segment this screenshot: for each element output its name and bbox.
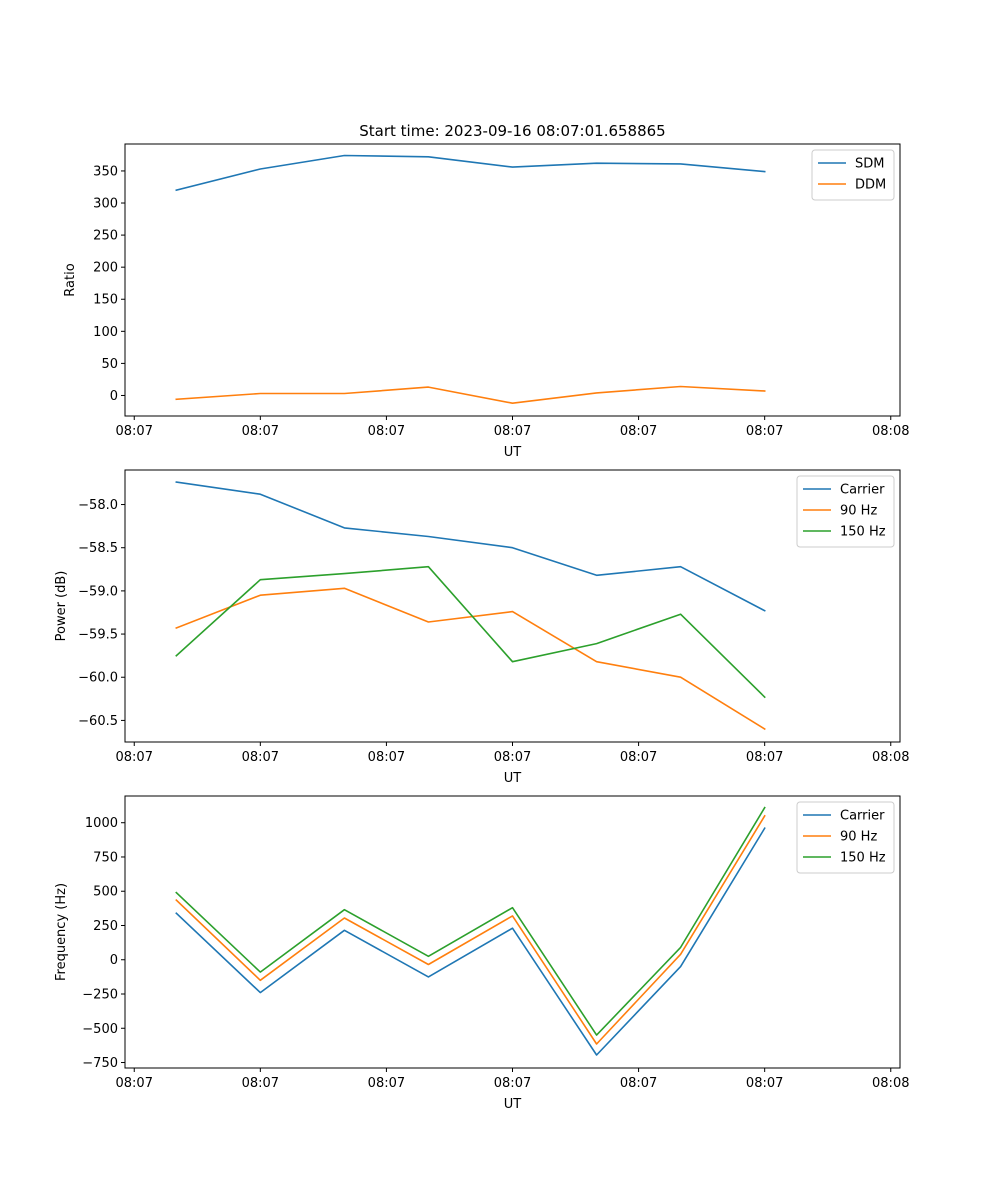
ratio-chart: 08:07 08:07 08:07 08:07 08:07 08:07 08:08 0 50 10… <box>63 143 909 460</box>
power-series-carrier <box>175 481 766 612</box>
frequency-x-axis-label: UT <box>504 1097 522 1112</box>
power-series-150-hz <box>175 565 766 699</box>
frequency-legend-label: Carrier <box>840 809 885 824</box>
frequency-legend-box <box>796 801 895 874</box>
ratio-y-tick-label: 200 <box>93 261 118 276</box>
frequency-y-tick-label: 1000 <box>85 816 118 831</box>
power-x-tick-label: 08:07 <box>368 750 405 765</box>
frequency-chart: 08:07 08:07 08:07 08:07 08:07 08:07 08:08 −750 −… <box>54 795 909 1112</box>
frequency-y-axis-label: Frequency (Hz) <box>54 883 69 981</box>
frequency-y-tick-label: −250 <box>82 988 118 1003</box>
power-x-tick-label: 08:07 <box>116 750 153 765</box>
power-series-90-hz <box>175 587 766 731</box>
ratio-legend-label: DDM <box>855 178 886 193</box>
frequency-y-tick-label: −500 <box>82 1022 118 1037</box>
power-x-tick-label: 08:07 <box>620 750 657 765</box>
chart-title: Start time: 2023-09-16 08:07:01.658865 <box>359 122 665 140</box>
power-y-tick-label: −59.0 <box>78 584 118 599</box>
ratio-x-tick-label: 08:07 <box>746 424 783 439</box>
frequency-plot-frame <box>124 795 901 1069</box>
power-plot-frame <box>124 469 901 743</box>
frequency-y-tick-label: 750 <box>93 850 118 865</box>
ratio-x-tick-label: 08:07 <box>494 424 531 439</box>
power-y-tick-label: −60.5 <box>78 714 118 729</box>
power-x-tick-label: 08:07 <box>494 750 531 765</box>
ratio-y-tick-label: 300 <box>93 197 118 212</box>
power-chart: 08:07 08:07 08:07 08:07 08:07 08:07 08:08 −60.5… <box>54 469 909 786</box>
frequency-series-carrier <box>175 827 766 1056</box>
power-x-axis-label: UT <box>504 771 522 786</box>
ratio-y-tick-label: 250 <box>93 229 118 244</box>
frequency-series-150-hz <box>175 806 766 1036</box>
power-x-tick-label: 08:08 <box>872 750 909 765</box>
frequency-x-tick-label: 08:07 <box>368 1076 405 1091</box>
power-legend: Carrier 90 Hz 150 Hz <box>796 475 895 548</box>
frequency-y-tick-label: 0 <box>110 953 118 968</box>
ratio-x-tick-label: 08:07 <box>116 424 153 439</box>
frequency-x-tick-label: 08:07 <box>494 1076 531 1091</box>
power-y-tick-label: −59.5 <box>78 628 118 643</box>
frequency-legend-label: 90 Hz <box>840 830 877 845</box>
frequency-series-90-hz <box>175 814 766 1045</box>
ratio-x-axis-label: UT <box>504 445 522 460</box>
ratio-y-tick-label: 0 <box>110 389 118 404</box>
ratio-legend: SDM DDM <box>811 149 895 201</box>
frequency-x-tick-label: 08:07 <box>116 1076 153 1091</box>
frequency-x-tick-label: 08:07 <box>746 1076 783 1091</box>
frequency-x-tick-label: 08:08 <box>872 1076 909 1091</box>
power-y-tick-label: −58.0 <box>78 498 118 513</box>
ratio-x-tick-label: 08:07 <box>368 424 405 439</box>
power-y-tick-label: −58.5 <box>78 541 118 556</box>
ratio-y-tick-label: 150 <box>93 293 118 308</box>
frequency-y-tick-label: 250 <box>93 919 118 934</box>
frequency-legend-label: 150 Hz <box>840 851 886 866</box>
ratio-x-tick-label: 08:07 <box>620 424 657 439</box>
power-x-tick-label: 08:07 <box>242 750 279 765</box>
power-legend-label: Carrier <box>840 483 885 498</box>
ratio-plot-frame <box>124 143 901 417</box>
ratio-x-tick-label: 08:08 <box>872 424 909 439</box>
power-y-tick-label: −60.0 <box>78 671 118 686</box>
power-y-axis-label: Power (dB) <box>54 571 69 642</box>
frequency-x-tick-label: 08:07 <box>620 1076 657 1091</box>
frequency-legend: Carrier 90 Hz 150 Hz <box>796 801 895 874</box>
ratio-y-tick-label: 350 <box>93 164 118 179</box>
power-legend-label: 150 Hz <box>840 525 886 540</box>
ratio-y-tick-label: 100 <box>93 325 118 340</box>
ratio-series-sdm <box>175 154 766 192</box>
ratio-y-tick-label: 50 <box>101 357 118 372</box>
ratio-x-tick-label: 08:07 <box>242 424 279 439</box>
power-legend-label: 90 Hz <box>840 504 877 519</box>
power-x-tick-label: 08:07 <box>746 750 783 765</box>
frequency-y-tick-label: 500 <box>93 885 118 900</box>
ratio-y-axis-label: Ratio <box>63 263 78 296</box>
frequency-x-tick-label: 08:07 <box>242 1076 279 1091</box>
ratio-legend-label: SDM <box>855 157 884 172</box>
power-legend-box <box>796 475 895 548</box>
ratio-series-ddm <box>175 385 766 405</box>
frequency-y-tick-label: −750 <box>82 1056 118 1071</box>
